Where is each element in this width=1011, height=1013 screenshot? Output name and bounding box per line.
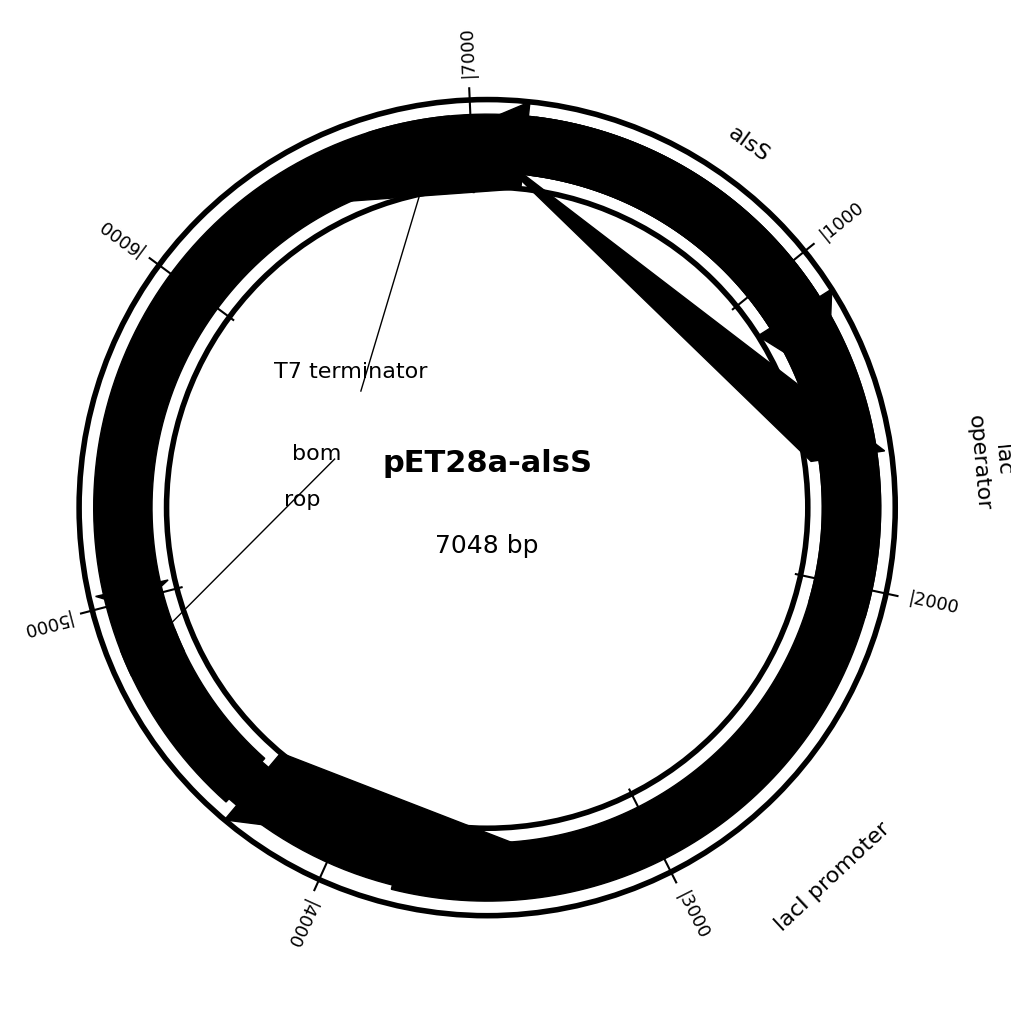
Text: lac
operator: lac operator — [963, 412, 1011, 512]
Text: T7 terminator: T7 terminator — [274, 362, 428, 382]
Text: lacI promoter: lacI promoter — [770, 819, 893, 935]
Polygon shape — [482, 143, 884, 461]
Polygon shape — [829, 550, 865, 568]
Polygon shape — [367, 115, 455, 188]
Text: |5000: |5000 — [18, 608, 73, 638]
Polygon shape — [95, 580, 168, 609]
Text: |1000: |1000 — [816, 198, 867, 244]
Polygon shape — [498, 114, 817, 326]
Polygon shape — [100, 546, 156, 594]
Polygon shape — [461, 119, 478, 169]
Text: rop: rop — [284, 490, 320, 510]
Text: 7048 bp: 7048 bp — [435, 535, 539, 558]
Polygon shape — [98, 156, 876, 897]
Text: |3000: |3000 — [672, 888, 712, 942]
Text: |2000: |2000 — [906, 590, 959, 618]
Text: |6000: |6000 — [94, 214, 146, 258]
Text: pET28a-alsS: pET28a-alsS — [382, 450, 591, 478]
Wedge shape — [79, 99, 895, 916]
Text: alsS: alsS — [723, 124, 772, 166]
Polygon shape — [94, 114, 880, 802]
Polygon shape — [120, 629, 184, 676]
Polygon shape — [826, 568, 862, 585]
Text: bom: bom — [292, 444, 342, 464]
Polygon shape — [820, 599, 854, 613]
Polygon shape — [282, 102, 530, 206]
Text: |7000: |7000 — [457, 25, 477, 77]
Polygon shape — [823, 583, 859, 598]
Polygon shape — [391, 118, 880, 902]
Text: |4000: |4000 — [280, 897, 317, 951]
Polygon shape — [224, 753, 565, 863]
Polygon shape — [822, 593, 856, 606]
Polygon shape — [757, 289, 831, 380]
